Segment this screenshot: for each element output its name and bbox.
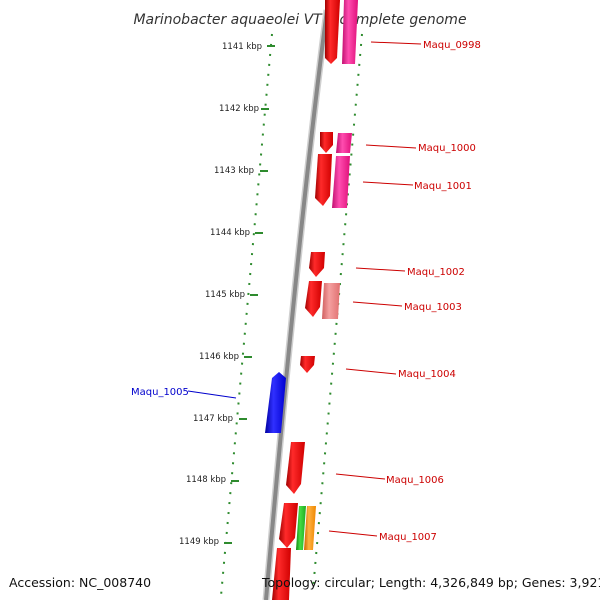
kbp-label: 1141 kbp [222, 42, 262, 52]
topology-text: Topology: circular; Length: 4,326,849 bp… [261, 575, 600, 590]
gene-arrow-red[interactable] [320, 132, 333, 153]
gene-arrow-orange[interactable] [304, 506, 316, 550]
left-tick-ruler [220, 33, 273, 597]
genome-title: Marinobacter aquaeolei VT8, complete gen… [133, 12, 466, 28]
gene-arrow-red[interactable] [272, 548, 291, 600]
gene-label-maqu-1002[interactable]: Maqu_1002 [407, 267, 465, 278]
gene-arrow-magenta[interactable] [342, 0, 358, 64]
kbp-label: 1147 kbp [193, 414, 233, 424]
gene-arrows [265, 0, 358, 600]
genome-backbone [262, 9, 331, 600]
gene-arrow-magenta[interactable] [336, 133, 352, 153]
kbp-label: 1148 kbp [186, 475, 226, 485]
gene-label-maqu-1000[interactable]: Maqu_1000 [418, 143, 476, 154]
kbp-label: 1145 kbp [205, 290, 245, 300]
gene-label-maqu-1007[interactable]: Maqu_1007 [379, 532, 437, 543]
gene-arrow-blue[interactable] [265, 372, 286, 433]
ruler-labels: 1141 kbp 1142 kbp 1143 kbp 1144 kbp 1145… [179, 42, 262, 547]
accession-text: Accession: NC_008740 [9, 575, 151, 590]
ruler-marks [224, 45, 275, 544]
gene-arrow-red[interactable] [309, 252, 325, 277]
gene-arrow-red[interactable] [315, 154, 332, 206]
gene-arrow-red[interactable] [279, 503, 298, 548]
gene-arrow-red[interactable] [300, 356, 315, 373]
gene-arrow-red[interactable] [286, 442, 305, 494]
gene-label-maqu-1006[interactable]: Maqu_1006 [386, 475, 444, 486]
gene-label-maqu-1001[interactable]: Maqu_1001 [414, 181, 472, 192]
gene-arrow-magenta[interactable] [332, 156, 350, 208]
gene-label-maqu-0998[interactable]: Maqu_0998 [423, 40, 481, 51]
gene-label-maqu-1005[interactable]: Maqu_1005 [131, 387, 189, 398]
label-connectors [187, 41, 422, 537]
gene-labels: Maqu_0998 Maqu_1000 Maqu_1001 Maqu_1002 … [131, 40, 481, 543]
kbp-label: 1149 kbp [179, 537, 219, 547]
kbp-label: 1146 kbp [199, 352, 239, 362]
kbp-label: 1142 kbp [219, 104, 259, 114]
gene-label-maqu-1003[interactable]: Maqu_1003 [404, 302, 462, 313]
gene-label-maqu-1004[interactable]: Maqu_1004 [398, 369, 456, 380]
kbp-label: 1144 kbp [210, 228, 250, 238]
gene-arrow-green[interactable] [296, 506, 306, 550]
gene-arrow-pink[interactable] [322, 283, 340, 319]
gene-arrow-red[interactable] [325, 0, 340, 64]
kbp-label: 1143 kbp [214, 166, 254, 176]
gene-arrow-red[interactable] [305, 281, 322, 317]
